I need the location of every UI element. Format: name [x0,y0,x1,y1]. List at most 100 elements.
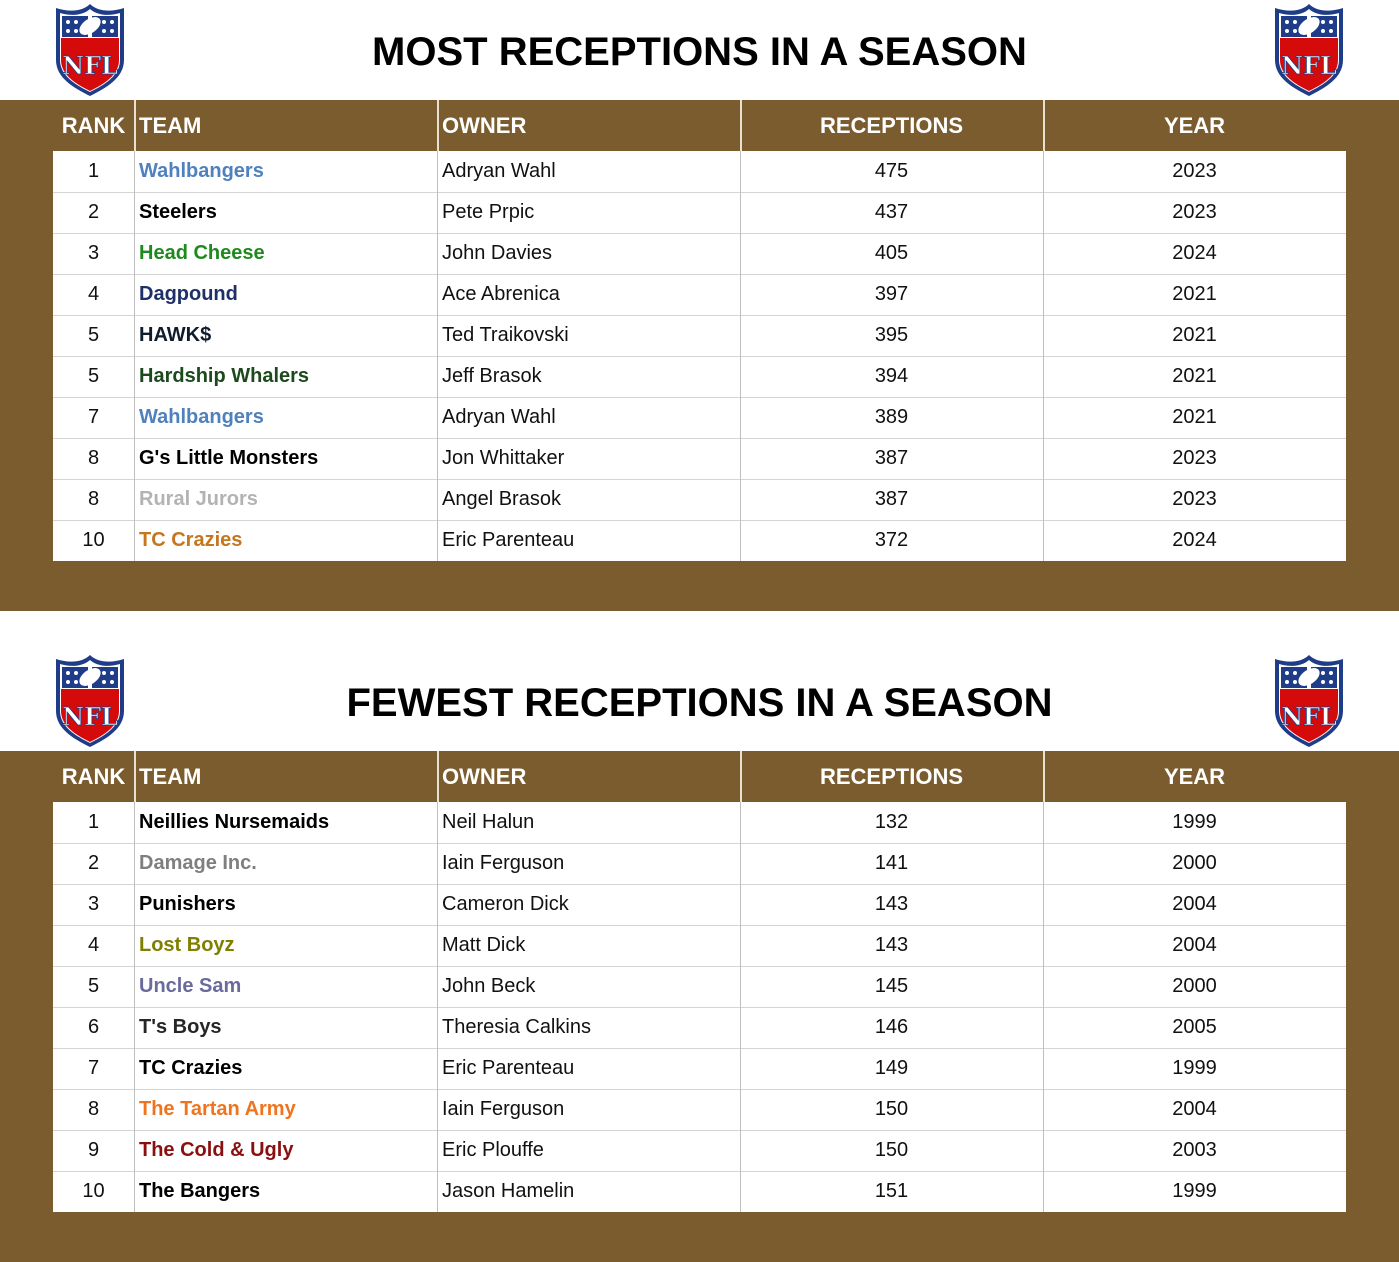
year-cell: 2021 [1172,365,1217,387]
row-line [53,925,1346,926]
owner-cell: Matt Dick [442,934,526,956]
column-header: YEAR [1163,113,1226,138]
header-separator [1043,751,1045,802]
rank-cell: 5 [87,365,100,387]
row-line [53,438,1346,439]
rank-cell: 7 [87,1057,100,1079]
receptions-cell: 141 [874,852,909,874]
rank-cell: 2 [87,201,100,223]
rank-cell: 5 [87,324,100,346]
column-line [437,151,438,561]
team-name: G's Little Monsters [139,447,319,469]
column-header: OWNER [442,113,527,138]
column-header: OWNER [442,764,527,789]
row-line [53,843,1346,844]
section-title: FEWEST RECEPTIONS IN A SEASON [346,681,1053,725]
row-line [53,1130,1346,1131]
owner-cell: Pete Prpic [442,201,535,223]
team-name: T's Boys [139,1016,222,1038]
team-name: Lost Boyz [139,934,235,956]
column-header: RANK [61,764,126,789]
year-cell: 2024 [1172,242,1217,264]
rank-cell: 7 [87,406,100,428]
row-line [53,1089,1346,1090]
column-header: RECEPTIONS [819,764,964,789]
rank-cell: 3 [87,893,100,915]
row-line [53,1171,1346,1172]
row-line [53,520,1346,521]
team-name: Punishers [139,893,236,915]
column-line [740,151,741,561]
year-cell: 2000 [1172,852,1217,874]
nfl-logo: NFL [56,655,124,747]
year-cell: 2004 [1172,893,1217,915]
team-name: Wahlbangers [139,406,264,428]
owner-cell: Adryan Wahl [442,406,556,428]
year-cell: 2003 [1172,1139,1217,1161]
owner-cell: Jon Whittaker [442,447,565,469]
owner-cell: Ted Traikovski [442,324,569,346]
year-cell: 1999 [1172,1180,1217,1202]
column-line [134,151,135,561]
row-line [53,315,1346,316]
rank-cell: 1 [87,160,100,182]
header-separator [1043,100,1045,151]
receptions-cell: 395 [874,324,909,346]
receptions-cell: 143 [874,893,909,915]
rank-cell: 8 [87,1098,100,1120]
receptions-cell: 150 [874,1139,909,1161]
team-name: TC Crazies [139,529,243,551]
team-name: The Cold & Ugly [139,1139,294,1161]
row-line [53,1048,1346,1049]
team-name: Damage Inc. [139,852,257,874]
receptions-cell: 405 [874,242,909,264]
rank-cell: 3 [87,242,100,264]
receptions-cell: 389 [874,406,909,428]
row-line [53,192,1346,193]
team-name: The Tartan Army [139,1098,296,1120]
team-name: Neillies Nursemaids [139,811,330,833]
row-line [53,884,1346,885]
logo-text: NFL [1281,51,1337,80]
nfl-logo: NFL [56,4,124,96]
logo-text: NFL [1281,702,1337,731]
row-line [53,1007,1346,1008]
rank-cell: 2 [87,852,100,874]
team-name: Uncle Sam [139,975,242,997]
team-name: TC Crazies [139,1057,243,1079]
nfl-logo: NFL [1275,4,1343,96]
owner-cell: Neil Halun [442,811,535,833]
row-line [53,233,1346,234]
header-separator [740,100,742,151]
year-cell: 2004 [1172,1098,1217,1120]
receptions-cell: 387 [874,488,909,510]
rank-cell: 10 [82,1180,105,1202]
team-name: Rural Jurors [139,488,258,510]
row-line [53,356,1346,357]
owner-cell: Eric Parenteau [442,1057,575,1079]
owner-cell: Iain Ferguson [442,1098,565,1120]
row-line [53,397,1346,398]
section-title: MOST RECEPTIONS IN A SEASON [372,30,1027,74]
rank-cell: 10 [82,529,105,551]
rank-cell: 4 [87,934,100,956]
receptions-cell: 372 [874,529,909,551]
logo-text: NFL [62,51,118,80]
rank-cell: 8 [87,447,100,469]
owner-cell: Adryan Wahl [442,160,556,182]
owner-cell: Ace Abrenica [442,283,560,305]
year-cell: 2023 [1172,447,1217,469]
year-cell: 2023 [1172,160,1217,182]
row-line [53,274,1346,275]
year-cell: 2005 [1172,1016,1217,1038]
owner-cell: Theresia Calkins [442,1016,591,1038]
year-cell: 2023 [1172,201,1217,223]
column-line [740,802,741,1212]
row-line [53,479,1346,480]
header-separator [134,100,136,151]
column-header: RECEPTIONS [819,113,964,138]
header-separator [134,751,136,802]
year-cell: 1999 [1172,1057,1217,1079]
receptions-cell: 475 [874,160,909,182]
